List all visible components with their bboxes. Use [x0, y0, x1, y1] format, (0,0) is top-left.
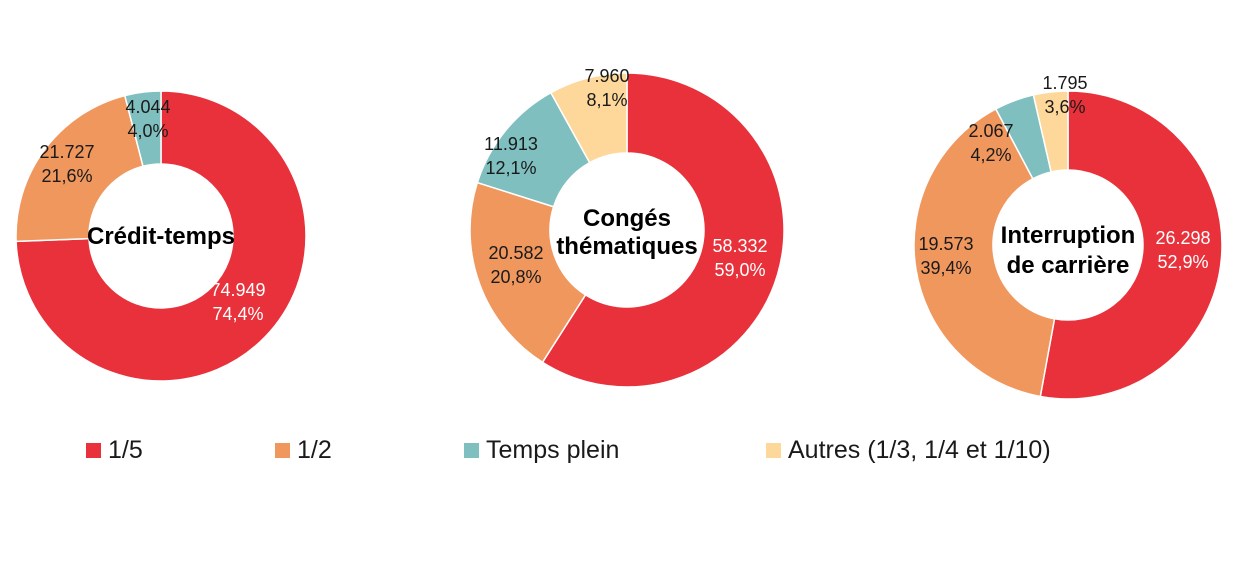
- legend-swatch-temps-plein: [464, 443, 479, 458]
- data-label-value: 20.582: [488, 243, 543, 263]
- donut-title-line: de carrière: [1007, 252, 1130, 279]
- data-label-percent: 12,1%: [485, 158, 536, 178]
- data-label-value: 4.044: [125, 97, 170, 117]
- data-label-value: 11.913: [484, 134, 538, 154]
- data-label-percent: 59,0%: [714, 260, 765, 280]
- data-label-value: 26.298: [1155, 228, 1210, 248]
- data-label-value: 19.573: [918, 234, 973, 254]
- data-label-value: 74.949: [210, 280, 265, 300]
- slice-temps-plein: [123, 90, 162, 168]
- data-label-percent: 74,4%: [212, 304, 263, 324]
- legend-label-temps-plein: Temps plein: [486, 436, 620, 464]
- data-label-percent: 39,4%: [920, 258, 971, 278]
- legend-item-autres: Autres (1/3, 1/4 et 1/10): [766, 436, 1051, 465]
- slice-1-5: [541, 72, 785, 388]
- slice-autres-1-3-1-4-et-1-10: [1032, 90, 1069, 173]
- legend-label-autres: Autres (1/3, 1/4 et 1/10): [788, 436, 1051, 464]
- donut-title-line: thématiques: [556, 233, 697, 260]
- data-label-value: 58.332: [712, 236, 767, 256]
- slice-1-5: [1039, 90, 1223, 400]
- slice-1-5: [15, 90, 307, 382]
- donut-title-line: Congés: [583, 205, 671, 232]
- data-label-percent: 21,6%: [41, 166, 92, 186]
- legend: 1/5 1/2 Temps plein Autres (1/3, 1/4 et …: [0, 436, 1250, 470]
- donut-title-line: Crédit-temps: [87, 223, 235, 250]
- legend-item-1-5: 1/5: [86, 436, 143, 465]
- slice-autres-1-3-1-4-et-1-10: [549, 72, 628, 164]
- slice-1-2: [469, 181, 587, 364]
- donut-conges-thematiques: 58.332 59,0% 20.582 20,8% 11.913 12,1% 7.960 8,…: [469, 66, 785, 388]
- data-label-percent: 8,1%: [586, 90, 627, 110]
- donut-credit-temps: 74.949 74,4% 21.727 21,6% 4.044 4,0% Crédit-te…: [15, 90, 307, 382]
- donut-title-line: Interruption: [1001, 222, 1136, 249]
- donut-interruption-de-carriere: 26.298 52,9% 19.573 39,4% 2.067 4,2% 1.795 3,6%…: [913, 73, 1223, 400]
- legend-label-1-2: 1/2: [297, 436, 332, 464]
- legend-item-temps-plein: Temps plein: [464, 436, 619, 465]
- data-label-value: 7.960: [584, 66, 629, 86]
- legend-label-1-5: 1/5: [108, 436, 143, 464]
- data-label-value: 21.727: [39, 142, 94, 162]
- donut-charts-svg: 74.949 74,4% 21.727 21,6% 4.044 4,0% Crédit-te…: [15, 66, 1223, 400]
- legend-swatch-1-2: [275, 443, 290, 458]
- slice-1-2: [913, 107, 1056, 398]
- data-label-percent: 3,6%: [1044, 97, 1085, 117]
- data-label-percent: 20,8%: [490, 267, 541, 287]
- slice-1-2: [15, 94, 144, 243]
- legend-swatch-autres: [766, 443, 781, 458]
- data-label-value: 1.795: [1042, 73, 1087, 93]
- legend-item-1-2: 1/2: [275, 436, 332, 465]
- data-label-percent: 52,9%: [1157, 252, 1208, 272]
- data-label-value: 2.067: [968, 121, 1013, 141]
- data-label-percent: 4,0%: [127, 121, 168, 141]
- legend-swatch-1-5: [86, 443, 101, 458]
- data-label-percent: 4,2%: [970, 145, 1011, 165]
